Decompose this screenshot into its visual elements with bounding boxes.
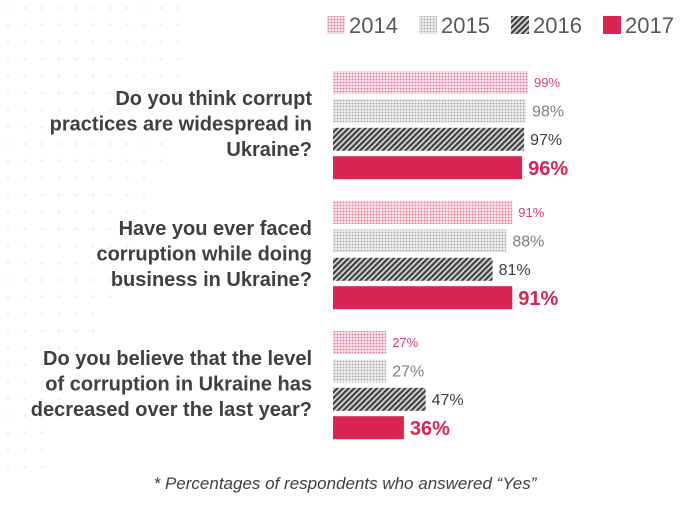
bar-2014-q1 [333, 71, 529, 94]
legend-label-2014: 2014 [349, 13, 398, 38]
category-label-3: Do you believe that the level of corrupti… [31, 348, 312, 421]
bar-2014-q3 [333, 331, 387, 354]
data-labels: 99% 98% 97% 96% 91% 88% 81% 91% 27% 27% 47% 36% [392, 75, 568, 440]
legend-swatch-2016 [511, 16, 529, 34]
bar-2016-q3 [333, 387, 426, 411]
data-label-2015-q2: 88% [512, 234, 544, 251]
legend-label-2015: 2015 [441, 13, 490, 38]
data-label-2016-q1: 97% [530, 132, 562, 149]
bar-2017-q2 [333, 286, 513, 310]
bar-2016-q2 [333, 257, 493, 281]
legend-label-2017: 2017 [625, 13, 674, 38]
data-label-2017-q2: 91% [518, 288, 558, 310]
data-label-2015-q1: 98% [532, 104, 564, 121]
data-label-2014-q2: 91% [518, 205, 544, 220]
data-label-2016-q2: 81% [499, 262, 531, 279]
bars [333, 71, 529, 440]
bar-2017-q3 [333, 416, 404, 440]
data-label-2017-q3: 36% [410, 418, 450, 440]
category-label-1: Do you think corrupt practices are widesp… [50, 88, 313, 161]
legend: 2014 2015 2016 2017 [327, 13, 674, 38]
legend-swatch-2017 [603, 16, 621, 34]
category-label-2: Have you ever faced corruption while doin… [96, 218, 312, 291]
data-label-2017-q1: 96% [528, 158, 568, 180]
data-label-2015-q3: 27% [392, 364, 424, 381]
bar-2015-q1 [333, 99, 527, 123]
bar-2017-q1 [333, 156, 523, 180]
footnote: * Percentages of respondents who answere… [153, 474, 537, 493]
legend-swatch-2015 [419, 16, 437, 34]
bar-2014-q2 [333, 201, 513, 224]
bar-2016-q1 [333, 127, 525, 151]
data-label-2014-q1: 99% [534, 75, 560, 90]
bar-2015-q3 [333, 359, 387, 383]
legend-label-2016: 2016 [533, 13, 582, 38]
bar-2015-q2 [333, 229, 507, 253]
category-labels: Do you think corrupt practices are widesp… [31, 88, 313, 421]
data-label-2016-q3: 47% [432, 392, 464, 409]
data-label-2014-q3: 27% [392, 335, 418, 350]
legend-swatch-2014 [327, 16, 345, 34]
